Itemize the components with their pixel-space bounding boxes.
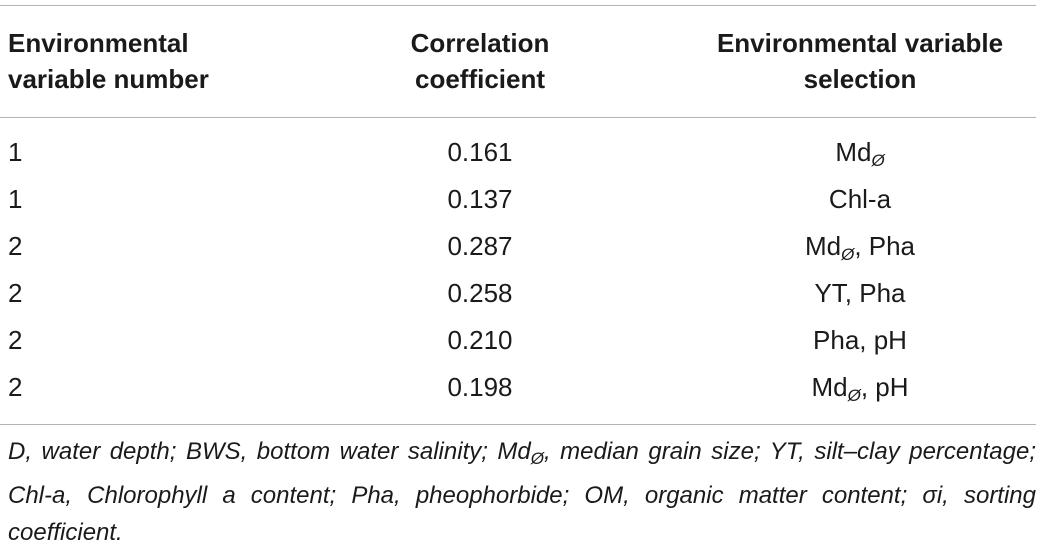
selection-text: Md — [804, 231, 842, 261]
header-line: Correlation — [410, 28, 550, 58]
table-row: 1 0.161 MdØ — [0, 129, 1036, 176]
selection-text: Pha, pH — [813, 325, 907, 355]
cell-number: 1 — [8, 137, 23, 167]
cell-selection: Pha, pH — [690, 317, 1030, 372]
cell-coefficient: 0.210 — [447, 325, 513, 355]
cell-number: 2 — [8, 372, 23, 402]
cell-selection: YT, Pha — [690, 270, 1030, 325]
table-row: 2 0.287 MdØ, Pha — [0, 223, 1036, 270]
selection-text: YT, Pha — [814, 278, 906, 308]
selection-text: Chl-a — [828, 184, 892, 214]
header-line: variable number — [8, 64, 209, 94]
footnote-subscript: Ø — [530, 449, 544, 468]
header-variable-selection: Environmental variable selection — [690, 25, 1030, 97]
table-row: 2 0.198 MdØ, pH — [0, 364, 1036, 411]
cell-number: 2 — [8, 325, 23, 355]
top-rule — [0, 5, 1036, 6]
header-line: Environmental variable — [716, 28, 1004, 58]
cell-selection: MdØ, Pha — [690, 223, 1030, 278]
header-rule — [0, 117, 1036, 118]
header-line: coefficient — [414, 64, 546, 94]
cell-coefficient: 0.258 — [447, 278, 513, 308]
table-row: 1 0.137 Chl-a — [0, 176, 1036, 223]
cell-number: 2 — [8, 231, 23, 261]
selection-text: Md — [835, 137, 872, 167]
selection-rest: , Pha — [854, 231, 916, 261]
header-line: selection — [803, 64, 917, 94]
footnote-text-rest: , median grain size; YT, silt–clay perce… — [8, 438, 1036, 546]
selection-subscript: Ø — [847, 386, 861, 405]
bottom-rule — [0, 424, 1036, 425]
header-variable-number: Environmental variable number — [8, 25, 328, 97]
cell-selection: Chl-a — [690, 176, 1030, 231]
cell-number: 1 — [8, 184, 23, 214]
cell-coefficient: 0.161 — [447, 137, 513, 167]
cell-number: 2 — [8, 278, 23, 308]
footnote-text: D, water depth; BWS, bottom water salini… — [8, 438, 531, 465]
selection-rest: , pH — [860, 372, 909, 402]
cell-selection: MdØ, pH — [690, 364, 1030, 419]
cell-coefficient: 0.137 — [447, 184, 513, 214]
selection-text: Md — [811, 372, 848, 402]
selection-subscript: Ø — [871, 151, 885, 170]
header-correlation-coefficient: Correlation coefficient — [330, 25, 630, 97]
selection-subscript: Ø — [841, 245, 855, 264]
cell-selection: MdØ — [690, 129, 1030, 184]
header-line: Environmental — [8, 28, 189, 58]
cell-coefficient: 0.287 — [447, 231, 513, 261]
table-footnote: D, water depth; BWS, bottom water salini… — [8, 433, 1036, 551]
cell-coefficient: 0.198 — [447, 372, 513, 402]
table-row: 2 0.258 YT, Pha — [0, 270, 1036, 317]
table-row: 2 0.210 Pha, pH — [0, 317, 1036, 364]
